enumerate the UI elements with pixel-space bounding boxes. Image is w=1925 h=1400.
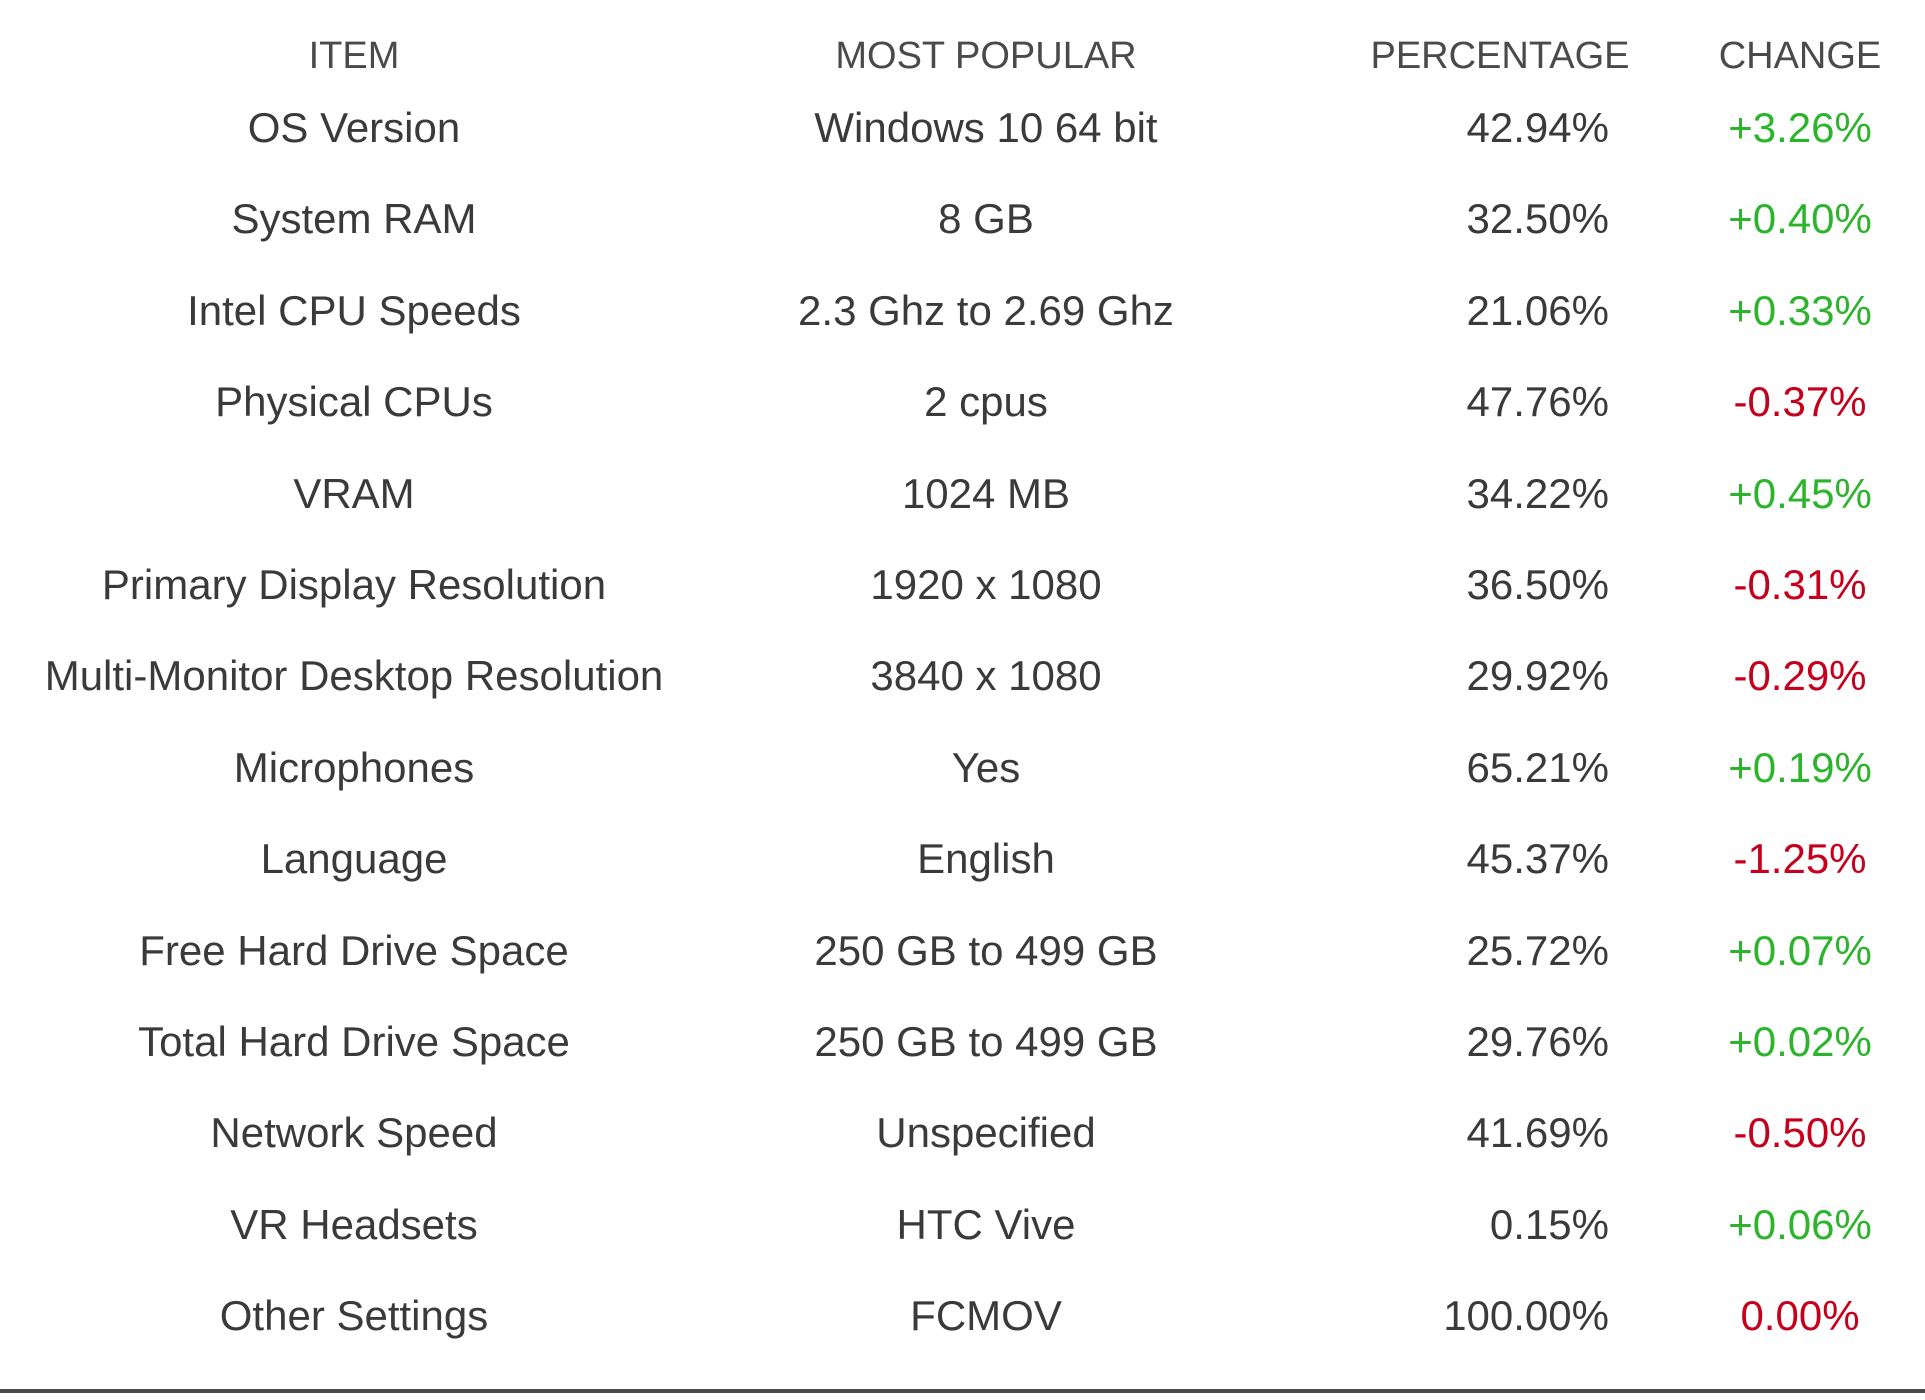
item-cell: Multi-Monitor Desktop Resolution (44, 652, 664, 700)
item-cell: Primary Display Resolution (101, 561, 607, 608)
table-row: VR Headsets HTC Vive 0.15% +0.06% (0, 1195, 1925, 1255)
item-cell: Language (260, 835, 448, 883)
item-cell: Intel CPU Speeds (187, 286, 521, 334)
table-row: Primary Display Resolution 1920 x 1080 36.… (0, 555, 1925, 615)
header-percentage: PERCENTAGE (1370, 35, 1630, 77)
table-row: Physical CPUs 2 cpus 47.76% -0.37% (0, 372, 1925, 432)
most-popular-cell: 250 GB to 499 GB (814, 926, 1158, 974)
most-popular-cell: Unspecified (876, 1109, 1096, 1157)
percentage-cell: 47.76% (1466, 378, 1609, 426)
change-cell: -0.29% (1733, 652, 1867, 700)
change-cell: +0.33% (1728, 286, 1872, 334)
table-row: Language English 45.37% -1.25% (0, 829, 1925, 889)
percentage-cell: 45.37% (1466, 835, 1609, 883)
most-popular-cell: 250 GB to 499 GB (814, 1018, 1158, 1065)
most-popular-cell: Yes (951, 743, 1021, 791)
percentage-cell: 34.22% (1466, 469, 1609, 517)
table-row: System RAM 8 GB 32.50% +0.40% (0, 189, 1925, 249)
table-row: Total Hard Drive Space 250 GB to 499 GB 29… (0, 1012, 1925, 1072)
table-row: Microphones Yes 65.21% +0.19% (0, 738, 1925, 798)
percentage-cell: 65.21% (1466, 743, 1609, 791)
change-cell: -0.50% (1733, 1109, 1867, 1157)
table-row: Other Settings FCMOV 100.00% 0.00% (0, 1286, 1925, 1346)
item-cell: Physical CPUs (215, 378, 493, 426)
bottom-divider (0, 1389, 1925, 1393)
header-most-popular: MOST POPULAR (835, 35, 1137, 77)
percentage-cell: 42.94% (1466, 104, 1609, 151)
header-change: CHANGE (1718, 35, 1882, 77)
percentage-cell: 21.06% (1466, 286, 1609, 334)
change-cell: -1.25% (1733, 835, 1867, 883)
table-row: VRAM 1024 MB 34.22% +0.45% (0, 464, 1925, 524)
item-cell: Other Settings (219, 1292, 489, 1340)
most-popular-cell: FCMOV (910, 1292, 1062, 1340)
change-cell: +0.06% (1728, 1200, 1872, 1248)
change-cell: -0.37% (1733, 378, 1867, 426)
percentage-cell: 29.92% (1466, 652, 1609, 700)
table-row: Network Speed Unspecified 41.69% -0.50% (0, 1103, 1925, 1163)
change-cell: +0.02% (1728, 1018, 1872, 1065)
percentage-cell: 0.15% (1489, 1200, 1609, 1248)
most-popular-cell: 1920 x 1080 (870, 561, 1102, 608)
percentage-cell: 100.00% (1443, 1292, 1609, 1340)
header-item: ITEM (308, 35, 400, 77)
item-cell: Network Speed (210, 1109, 498, 1157)
most-popular-cell: 8 GB (938, 195, 1034, 243)
percentage-cell: 36.50% (1466, 561, 1609, 608)
most-popular-cell: 3840 x 1080 (870, 652, 1102, 700)
item-cell: System RAM (231, 195, 477, 243)
most-popular-cell: English (917, 835, 1055, 883)
most-popular-cell: Windows 10 64 bit (814, 104, 1158, 151)
change-cell: +0.40% (1728, 195, 1872, 243)
change-cell: -0.31% (1733, 561, 1867, 608)
table-header: ITEM MOST POPULAR PERCENTAGE CHANGE (0, 26, 1925, 86)
change-cell: +0.07% (1728, 926, 1872, 974)
percentage-cell: 32.50% (1466, 195, 1609, 243)
percentage-cell: 25.72% (1466, 926, 1609, 974)
table-row: OS Version Windows 10 64 bit 42.94% +3.26% (0, 98, 1925, 158)
change-cell: 0.00% (1740, 1292, 1860, 1340)
percentage-cell: 29.76% (1466, 1018, 1609, 1065)
most-popular-cell: 2.3 Ghz to 2.69 Ghz (798, 286, 1174, 334)
most-popular-cell: 2 cpus (924, 378, 1048, 426)
item-cell: Free Hard Drive Space (139, 926, 569, 974)
table-row: Intel CPU Speeds 2.3 Ghz to 2.69 Ghz 21.06… (0, 281, 1925, 341)
item-cell: OS Version (247, 104, 461, 151)
most-popular-cell: HTC Vive (896, 1200, 1076, 1248)
item-cell: VR Headsets (230, 1200, 478, 1248)
change-cell: +0.45% (1728, 469, 1872, 517)
table-row: Multi-Monitor Desktop Resolution 3840 x 1… (0, 646, 1925, 706)
table-row: Free Hard Drive Space 250 GB to 499 GB 25.… (0, 921, 1925, 981)
item-cell: Microphones (233, 743, 475, 791)
change-cell: +0.19% (1728, 743, 1872, 791)
most-popular-cell: 1024 MB (901, 469, 1071, 517)
item-cell: Total Hard Drive Space (138, 1018, 570, 1065)
percentage-cell: 41.69% (1466, 1109, 1609, 1157)
change-cell: +3.26% (1728, 104, 1872, 151)
item-cell: VRAM (293, 469, 415, 517)
